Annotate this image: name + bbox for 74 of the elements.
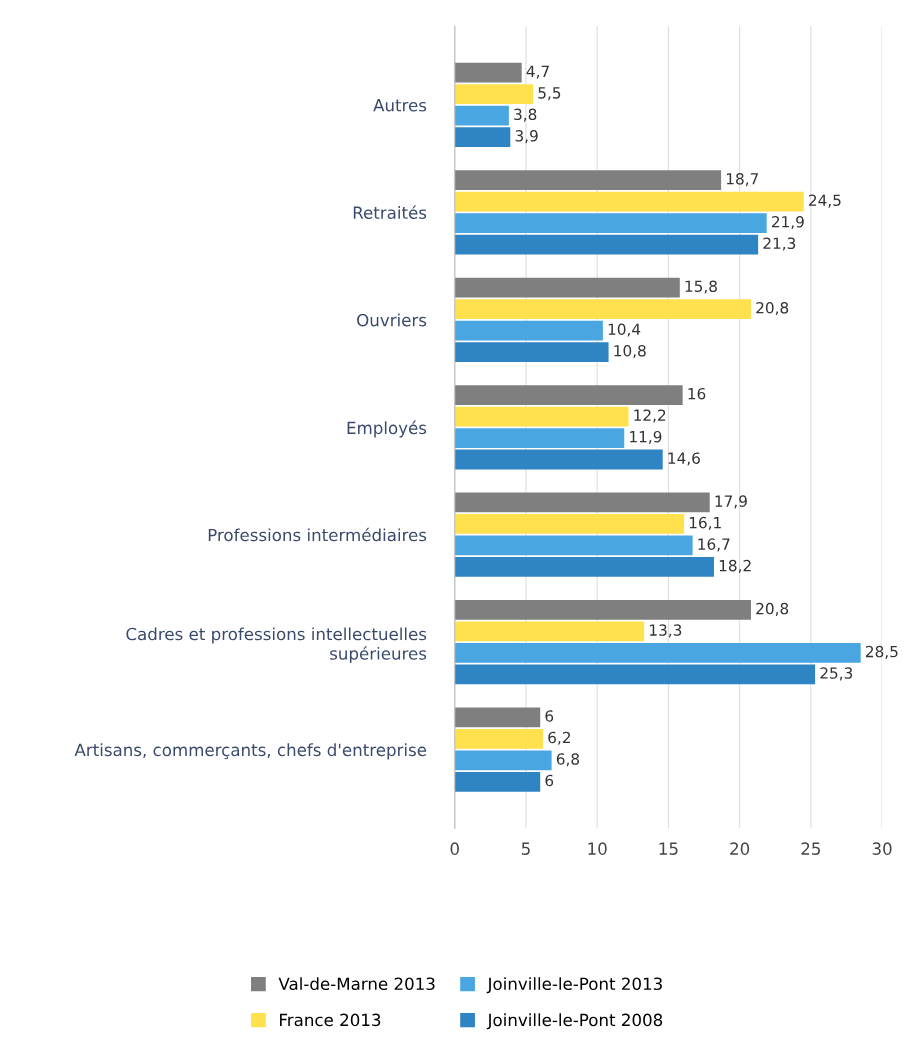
x-tick-label: 25 <box>801 842 820 855</box>
bar <box>454 428 625 448</box>
bar <box>454 643 861 663</box>
bar <box>454 600 752 620</box>
y-tick-label: Cadres et professions intellectuelles supérieures <box>126 627 427 664</box>
data-label: 5,5 <box>538 87 561 101</box>
data-label: 16,1 <box>689 516 721 530</box>
bar <box>454 514 685 534</box>
legend-label: Joinville-le-Pont 2008 <box>486 1013 663 1030</box>
bar <box>454 707 541 728</box>
data-label: 15,8 <box>685 280 717 294</box>
bar <box>454 557 714 577</box>
data-label: 12,2 <box>634 409 666 423</box>
data-label: 16 <box>688 387 706 400</box>
y-tick-label: Employés <box>347 420 427 438</box>
data-label: 13,3 <box>650 624 682 638</box>
data-label: 17,9 <box>715 495 747 509</box>
data-label: 6 <box>545 774 554 787</box>
bar <box>454 771 541 792</box>
data-label: 3,9 <box>515 130 538 144</box>
bar <box>454 127 511 148</box>
bar <box>454 385 683 405</box>
data-label: 25,3 <box>820 667 853 681</box>
data-label: 10,4 <box>608 323 641 337</box>
bar <box>454 621 645 642</box>
bar <box>454 84 534 105</box>
x-tick-label: 20 <box>730 842 750 855</box>
x-tick-label: 0 <box>450 842 459 855</box>
legend-label: Val-de-Marne 2013 <box>278 977 435 991</box>
bar <box>454 191 804 212</box>
bar <box>454 750 552 771</box>
data-label: 6 <box>545 710 554 722</box>
data-label: 3,8 <box>514 108 537 122</box>
data-label: 18,2 <box>719 559 751 573</box>
bar <box>454 728 544 749</box>
data-label: 21,3 <box>763 237 796 251</box>
data-label: 16,7 <box>698 538 730 552</box>
bar <box>454 234 759 255</box>
y-tick-label: Retraités <box>353 205 427 219</box>
bar <box>454 342 609 362</box>
data-label: 24,5 <box>809 194 841 208</box>
bar <box>454 170 722 191</box>
bar <box>454 406 629 427</box>
data-label: 6,8 <box>556 753 580 767</box>
x-tick-label: 15 <box>659 842 678 855</box>
y-tick-label: Professions intermédiaires <box>208 527 427 542</box>
bar <box>454 62 522 83</box>
bar <box>454 277 680 298</box>
bar <box>454 492 710 513</box>
data-label: 6,2 <box>548 731 570 745</box>
data-label: 14,6 <box>668 452 700 466</box>
bar <box>454 664 816 685</box>
bar <box>454 320 603 341</box>
data-label: 20,8 <box>756 602 789 616</box>
bar <box>454 449 663 470</box>
data-label: 28,5 <box>865 645 898 659</box>
data-label: 20,8 <box>756 301 789 316</box>
legend-label: Joinville-le-Pont 2013 <box>486 977 662 994</box>
data-label: 4,7 <box>526 65 549 79</box>
bar <box>454 535 693 556</box>
y-tick-label: Artisans, commerçants, chefs d'entreprise <box>74 743 427 760</box>
bar <box>454 105 509 126</box>
y-tick-label: Ouvriers <box>357 313 427 327</box>
data-label: 21,9 <box>771 216 804 230</box>
bar <box>454 213 767 234</box>
bar <box>454 299 752 319</box>
x-tick-label: 10 <box>588 842 607 855</box>
data-label: 11,9 <box>630 430 662 445</box>
x-tick-label: 5 <box>521 842 530 855</box>
y-tick-label: Autres <box>373 99 427 112</box>
data-label: 18,7 <box>726 173 758 187</box>
data-label: 10,8 <box>614 344 646 359</box>
legend-label: France 2013 <box>280 1013 381 1027</box>
x-tick-label: 30 <box>872 842 892 855</box>
